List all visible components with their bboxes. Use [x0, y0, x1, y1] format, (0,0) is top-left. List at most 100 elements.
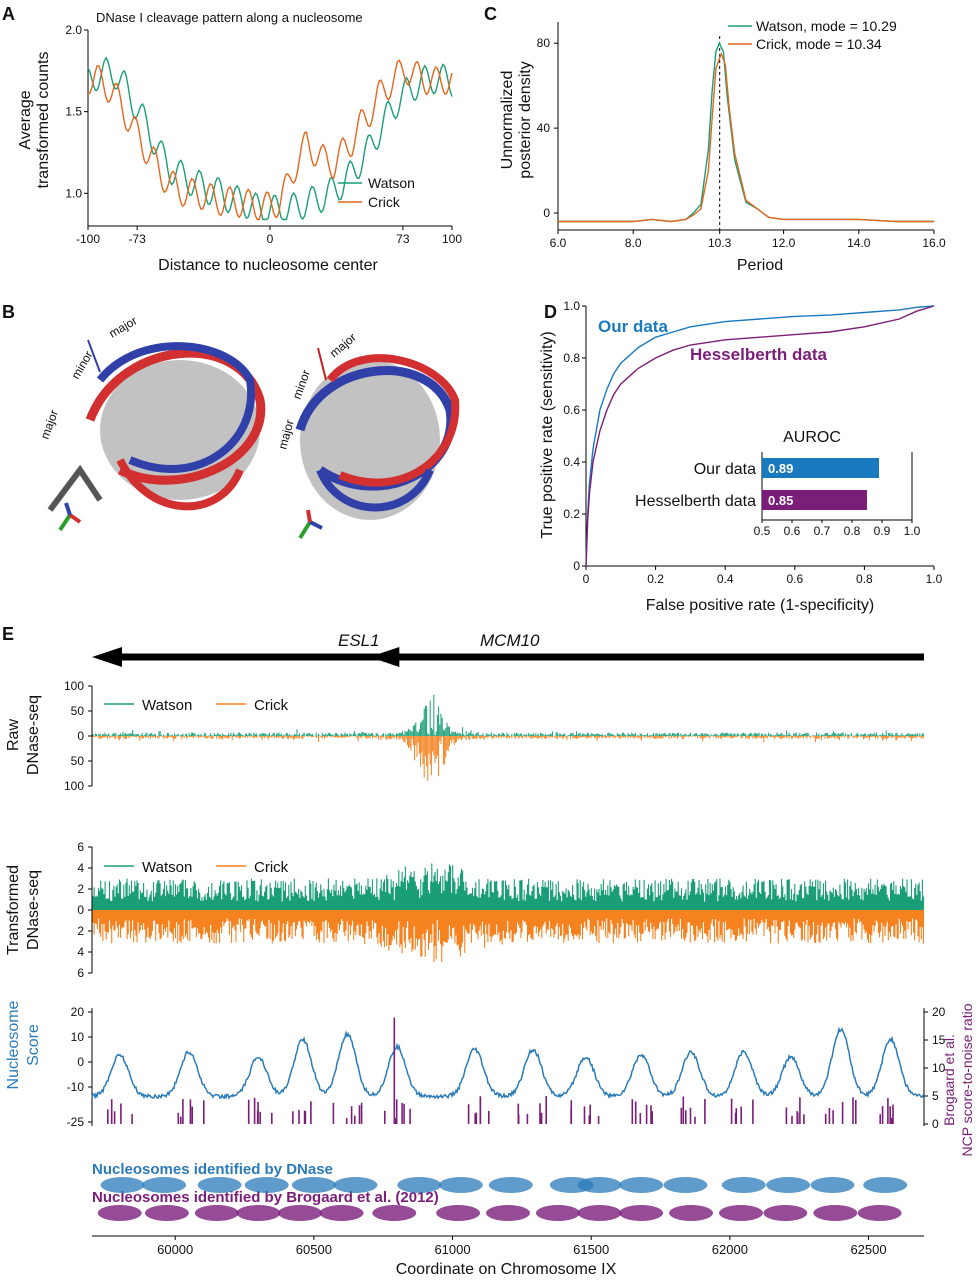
nucleosome-brogaard-10	[577, 1205, 622, 1221]
tick-label-c-x: 12.0	[772, 236, 796, 250]
series-line-a-1	[87, 59, 453, 221]
chart-a-xlabel: Distance to nucleosome center	[158, 257, 378, 274]
legend-label-c-1: Crick, mode = 10.34	[756, 36, 882, 52]
tick-label-a-x: 100	[442, 232, 462, 246]
nucleosome-brogaard-6	[372, 1205, 417, 1221]
nucleosome-brogaard-8	[486, 1205, 530, 1221]
tick-label-e-x: 61500	[573, 1242, 609, 1257]
nucleosome-dnase-11	[619, 1177, 664, 1193]
trans-tick-label: 0	[77, 903, 84, 917]
trans-tick-label: 6	[77, 840, 84, 854]
tick-label-c-x: 10.3	[708, 236, 732, 250]
label-major-right-1: major	[275, 418, 296, 451]
tick-label-d-y: 0.6	[563, 403, 580, 417]
tick-label-d-x: 0.2	[647, 572, 664, 586]
gene-label-mcm10: MCM10	[480, 631, 540, 650]
panel-label-c: C	[484, 4, 497, 24]
score-line	[91, 1026, 925, 1100]
tick-label-d-y: 0.2	[563, 507, 580, 521]
trans-tick-label: 4	[77, 861, 84, 875]
panel-b-structures: major minor major major minor major	[38, 313, 460, 540]
tick-label-c-x: 14.0	[847, 236, 871, 250]
nucleosome-brogaard-2	[194, 1205, 239, 1221]
nucleosome-brogaard-1	[144, 1205, 189, 1221]
chart-a-title: DNase I cleavage pattern along a nucleos…	[96, 10, 363, 25]
brogaard-tick-label: 0	[932, 1117, 939, 1131]
tick-label-a-y: 1.5	[65, 105, 82, 119]
label-major-left-1: major	[38, 408, 61, 441]
auroc-category-hes: Hesselberth data	[635, 493, 756, 510]
nucleosome-brogaard-13	[718, 1205, 763, 1221]
tick-label-d-x: 0.6	[786, 572, 803, 586]
brogaard-tick-label: 10	[932, 1061, 946, 1075]
panel-label-e: E	[2, 624, 14, 644]
series-line-c-0	[558, 41, 934, 223]
nucleosome-dnase-4	[291, 1177, 336, 1193]
nucleosome-brogaard-9	[535, 1205, 580, 1221]
score-tick-label: -10	[67, 1080, 85, 1094]
auroc-bar-0	[762, 458, 879, 478]
nucleosome-dnase-10	[577, 1177, 622, 1193]
label-minor-left: minor	[68, 349, 95, 382]
nucleosome-brogaard-5	[319, 1205, 364, 1221]
nucleosome-structure-right: major minor major	[275, 330, 460, 540]
score-ylabel-2: Score	[25, 1024, 42, 1066]
tick-label-c-x: 16.0	[922, 236, 946, 250]
panel-a-chart: DNase I cleavage pattern along a nucleos…	[17, 10, 462, 274]
auroc-value-0: 0.89	[768, 461, 793, 476]
tick-label-c-x: 6.0	[550, 236, 567, 250]
tick-label-a-x: 73	[396, 232, 410, 246]
raw-tick-label: 50	[71, 754, 85, 768]
gene-arrow-head-0	[92, 647, 122, 667]
nucleosome-brogaard-15	[813, 1205, 858, 1221]
panel-label-d: D	[544, 302, 557, 322]
nucleosome-brogaard-11	[619, 1205, 664, 1221]
panel-d-chart: False positive rate (1-specificity) True…	[539, 299, 943, 614]
label-minor-right: minor	[290, 368, 313, 401]
tick-label-d-x: 1.0	[926, 572, 943, 586]
nucleosome-dnase-6	[397, 1177, 442, 1193]
label-major-right-2: major	[327, 330, 359, 360]
tick-label-d-y: 1.0	[563, 299, 580, 313]
chart-a-ylabel-2: transformed counts	[35, 52, 52, 189]
trans-watson-bars	[92, 863, 925, 910]
label-major-left-2: major	[107, 313, 140, 340]
inset-tick-label: 0.6	[784, 524, 801, 538]
brogaard-tick-label: 5	[932, 1089, 939, 1103]
nucleosome-dnase-14	[766, 1177, 811, 1193]
tick-label-d-x: 0.8	[856, 572, 873, 586]
nucleosome-dnase-8	[488, 1177, 533, 1193]
tick-label-e-x: 61000	[434, 1242, 470, 1257]
chart-d-xlabel: False positive rate (1-specificity)	[646, 597, 875, 614]
tick-label-a-x: -100	[76, 232, 100, 246]
inset-tick-label: 0.5	[754, 524, 771, 538]
tick-label-e-x: 60000	[157, 1242, 193, 1257]
score-tick-label: 0	[77, 1055, 84, 1069]
tick-label-d-y: 0.8	[563, 351, 580, 365]
roc-label-our-data: Our data	[598, 317, 668, 336]
score-tick-label: 10	[71, 1030, 85, 1044]
legend-label-a-1: Crick	[368, 194, 401, 210]
nuc-dnase-label: Nucleosomes identified by DNase	[92, 1161, 333, 1178]
panel-label-a: A	[2, 4, 15, 24]
raw-legend-label-1: Crick	[254, 697, 289, 714]
nucleosome-dnase-13	[721, 1177, 766, 1193]
inset-tick-label: 1.0	[904, 524, 921, 538]
tick-label-c-y: 40	[537, 121, 551, 135]
brogaard-tick-label: 20	[932, 1005, 946, 1019]
roc-label-hesselberth: Hesselberth data	[690, 345, 828, 364]
score-tick-label: 20	[71, 1005, 85, 1019]
legend-label-a-0: Watson	[368, 175, 415, 191]
trans-legend-label-0: Watson	[142, 859, 192, 876]
nucleosome-brogaard-12	[669, 1205, 714, 1221]
nucleosome-brogaard-16	[857, 1205, 902, 1221]
chart-c-ylabel-1: Unnormalized	[499, 71, 516, 170]
series-line-c-1	[558, 51, 934, 223]
auroc-category-our: Our data	[694, 461, 756, 478]
tick-label-a-x: 0	[267, 232, 274, 246]
raw-tick-label: 0	[77, 729, 84, 743]
nucleosome-dnase-15	[810, 1177, 855, 1193]
nucleosome-brogaard-14	[763, 1205, 808, 1221]
raw-tick-label: 100	[64, 679, 84, 693]
chart-a-ylabel-1: Average	[17, 90, 34, 149]
